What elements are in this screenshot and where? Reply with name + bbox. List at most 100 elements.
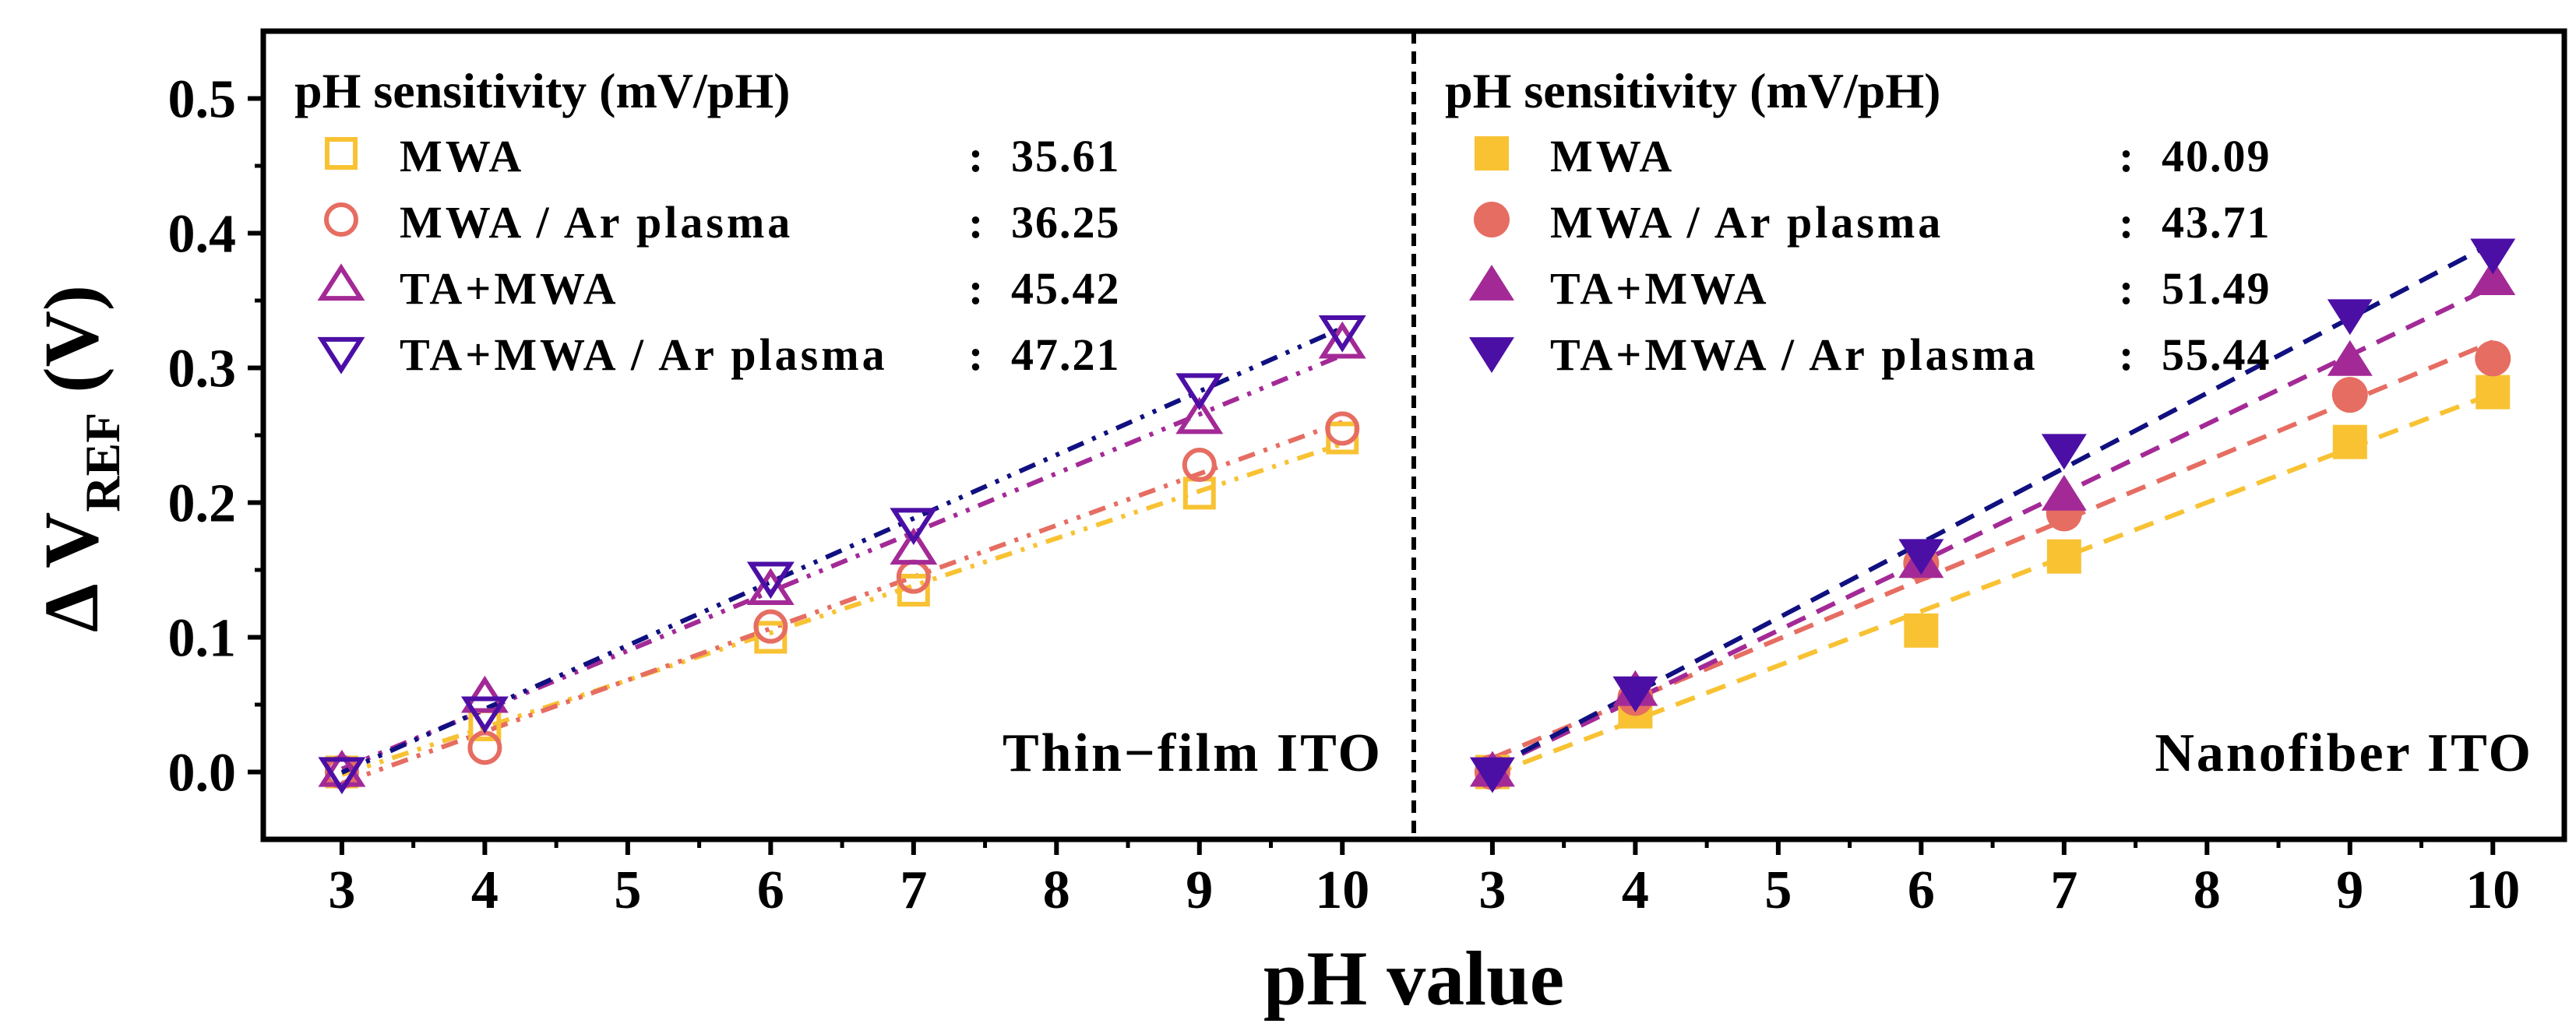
data-point-panel2-series4-4 [2041,434,2087,470]
x-tick-label-panel1-1: 3 [328,860,355,920]
x-tick-label-panel1-2: 4 [471,860,499,920]
x-tick-label-panel2-5: 7 [2050,860,2077,920]
legend-label-panel2-3: TA+MWA [1550,263,1770,314]
data-point-panel1-series3-2 [460,675,509,713]
legend-value-panel1-4: 47.21 [1011,329,1121,380]
legend-label-panel1-4: TA+MWA / Ar plasma [400,329,888,380]
x-tick-label-panel1-5: 7 [900,860,927,920]
legend-colon-panel2-3: : [2119,263,2134,314]
x-tick-label-panel1-6: 8 [1043,860,1070,920]
legend-colon-panel1-3: : [968,263,983,314]
y-tick-label-2: 0.1 [168,609,237,669]
legend-colon-panel2-2: : [2119,197,2134,248]
y-tick-label-4: 0.3 [168,339,237,399]
legend-title-panel2: pH sensitivity (mV/pH) [1445,63,1940,118]
data-point-panel2-series1-6 [2476,375,2511,410]
data-point-panel1-series2-3 [753,609,788,644]
y-axis-title-main: Δ V [28,512,115,632]
legend-colon-panel1-1: : [968,131,983,181]
data-point-panel2-series1-5 [2332,424,2367,459]
panel-label-2: Nanofiber ITO [2155,723,2533,783]
data-point-panel1-series3-5 [1175,396,1224,434]
x-tick-label-panel1-4: 6 [757,860,784,920]
y-axis-title-unit: (V) [28,285,115,413]
legend-label-panel2-1: MWA [1550,131,1675,181]
legend-marker-panel1-2 [324,202,358,237]
legend-title-panel1: pH sensitivity (mV/pH) [294,63,790,118]
axes: 0.0 0.1 0.2 0.3 0.4 0.5 3 4 5 6 7 8 9 10 3 4 5 6 7 8 9 10 pH v… [28,28,2567,1022]
fit-line-panel1-series3 [340,353,1344,772]
legend-marker-panel2-3 [1469,265,1514,301]
data-point-panel1-series3-4 [890,527,938,565]
data-point-panel2-series3-6 [2470,259,2516,295]
legend-marker-panel1-3 [317,263,365,301]
data-point-panel1-series4-2 [460,696,509,734]
data-point-panel1-series4-6 [1318,315,1366,353]
legend-marker-panel2-2 [1474,202,1510,237]
legend-value-panel1-1: 35.61 [1011,131,1121,181]
data-point-panel1-series3-3 [746,568,795,606]
data-point-panel1-series2-6 [1325,411,1360,446]
fit-lines [340,241,2494,786]
y-tick-label-1: 0.0 [168,744,237,804]
legend-label-panel2-2: MWA / Ar plasma [1550,197,1943,248]
legend-marker-panel1-4 [317,336,365,375]
data-point-panel2-series1-4 [2046,539,2081,574]
fit-line-panel2-series4 [1491,241,2494,770]
data-point-panel2-series3-5 [2327,339,2373,376]
data-markers [318,238,2516,795]
data-point-panel2-series3-4 [2041,474,2087,511]
x-tick-label-panel1-8: 10 [1315,860,1369,920]
data-point-panel2-series4-6 [2470,238,2516,275]
x-tick-label-panel2-8: 10 [2465,860,2520,920]
legend-value-panel2-4: 55.44 [2162,329,2271,380]
fit-line-panel2-series1 [1491,391,2494,777]
data-point-panel2-series4-5 [2327,299,2373,336]
data-point-panel1-series1-3 [754,621,788,654]
data-point-panel1-series1-4 [897,573,930,607]
data-point-panel1-series4-5 [1175,373,1224,411]
legend-colon-panel1-2: : [968,197,983,248]
legend-label-panel1-3: TA+MWA [400,263,619,314]
legend-value-panel1-2: 36.25 [1011,197,1121,248]
data-point-panel1-series2-5 [1182,448,1217,483]
legend-marker-panel2-1 [1475,136,1509,171]
y-tick-label-5: 0.4 [168,205,237,265]
legend-colon-panel2-1: : [2119,131,2134,181]
legend-colon-panel2-4: : [2119,329,2134,380]
legend-marker-panel1-1 [325,137,358,170]
legend-value-panel2-1: 40.09 [2162,131,2271,181]
legend-label-panel1-1: MWA [400,131,524,181]
y-tick-label-6: 0.5 [168,70,237,130]
legend-colon-panel1-4: : [968,329,983,380]
legend-value-panel2-3: 51.49 [2162,263,2271,314]
x-tick-label-panel2-2: 4 [1622,860,1649,920]
fit-line-panel1-series2 [340,420,1344,786]
legend-label-panel2-4: TA+MWA / Ar plasma [1550,329,2039,380]
x-tick-label-panel2-6: 8 [2194,860,2221,920]
data-point-panel1-series3-1 [318,749,366,787]
x-axis-title: pH value [1263,935,1564,1022]
data-point-panel2-series2-5 [2331,377,2368,413]
x-tick-label-panel2-4: 6 [1908,860,1935,920]
fit-line-panel2-series2 [1491,339,2494,761]
y-axis-title-subscript: REF [75,413,130,512]
legend-marker-panel2-4 [1469,337,1514,373]
data-point-panel1-series3-6 [1318,321,1366,359]
legend-value-panel1-3: 45.42 [1011,263,1121,314]
data-point-panel1-series4-4 [890,508,938,546]
data-point-panel2-series2-6 [2475,340,2511,377]
data-point-panel2-series4-1 [1469,757,1515,793]
x-tick-label-panel2-1: 3 [1478,860,1506,920]
data-point-panel2-series4-3 [1898,539,1944,575]
y-tick-label-3: 0.2 [168,474,237,534]
x-tick-label-panel1-7: 9 [1186,860,1213,920]
y-axis-title: Δ VREF (V) [28,285,130,632]
fit-line-panel1-series4 [340,325,1344,775]
data-point-panel2-series1-3 [1904,613,1939,648]
panel-label-1: Thin−film ITO [1003,723,1383,783]
x-tick-label-panel2-7: 9 [2336,860,2363,920]
data-point-panel1-series4-3 [746,561,795,600]
